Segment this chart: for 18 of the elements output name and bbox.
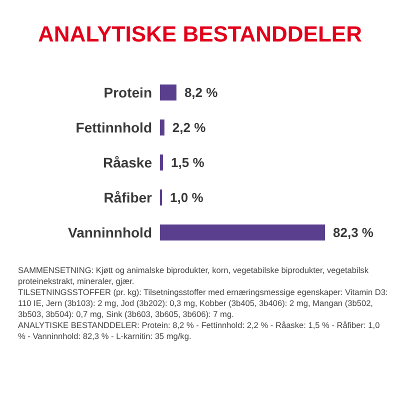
y-tick-label: Fettinnhold: [76, 120, 152, 136]
bar: [160, 224, 325, 240]
data-label: 8,2 %: [184, 85, 218, 100]
text: TILSETNINGSSTOFFER (pr. kg): Tilsetningsstoffer med ernæringsmessige egenskaper: Vitamin D3: 110 IE, Jern (3b103): 2 mg, Jod (3b202): 0,3 mg, Kobber (3b405, 3b406): 2 mg, Mangan (3b502, 3b503, 3b504): 0,7 mg, Sink (3b603, 3b605, 3b606): 7 mg.: [18, 287, 388, 320]
bar: [160, 120, 164, 136]
bar: [160, 154, 164, 170]
y-tick-label: Protein: [104, 84, 152, 100]
bar: [160, 84, 176, 100]
data-label: 1,5 %: [171, 155, 205, 170]
data-label: 82,3 %: [333, 225, 374, 240]
chart-title: ANALYTISKE BESTANDDELER: [38, 22, 362, 46]
y-tick-label: Råaske: [102, 154, 152, 170]
text: SAMMENSETNING: Kjøtt og animalske biprodukter, korn, vegetabilske biprodukter, vegetabilsk proteinekstrakt, mineraler, gjær.: [18, 265, 370, 287]
data-label: 1,0 %: [170, 190, 204, 205]
y-tick-label: Vanninnhold: [68, 224, 152, 240]
y-tick-label: Råfiber: [104, 190, 153, 206]
data-label: 2,2 %: [172, 120, 206, 135]
text: ANALYTISKE BESTANDDELER: Protein: 8,2 % - Fettinnhold: 2,2 % - Råaske: 1,5 % - Råfiber: 1,0 % - Vanninnhold: 82,3 % - L-karnitin: 35 mg/kg.: [18, 320, 381, 342]
